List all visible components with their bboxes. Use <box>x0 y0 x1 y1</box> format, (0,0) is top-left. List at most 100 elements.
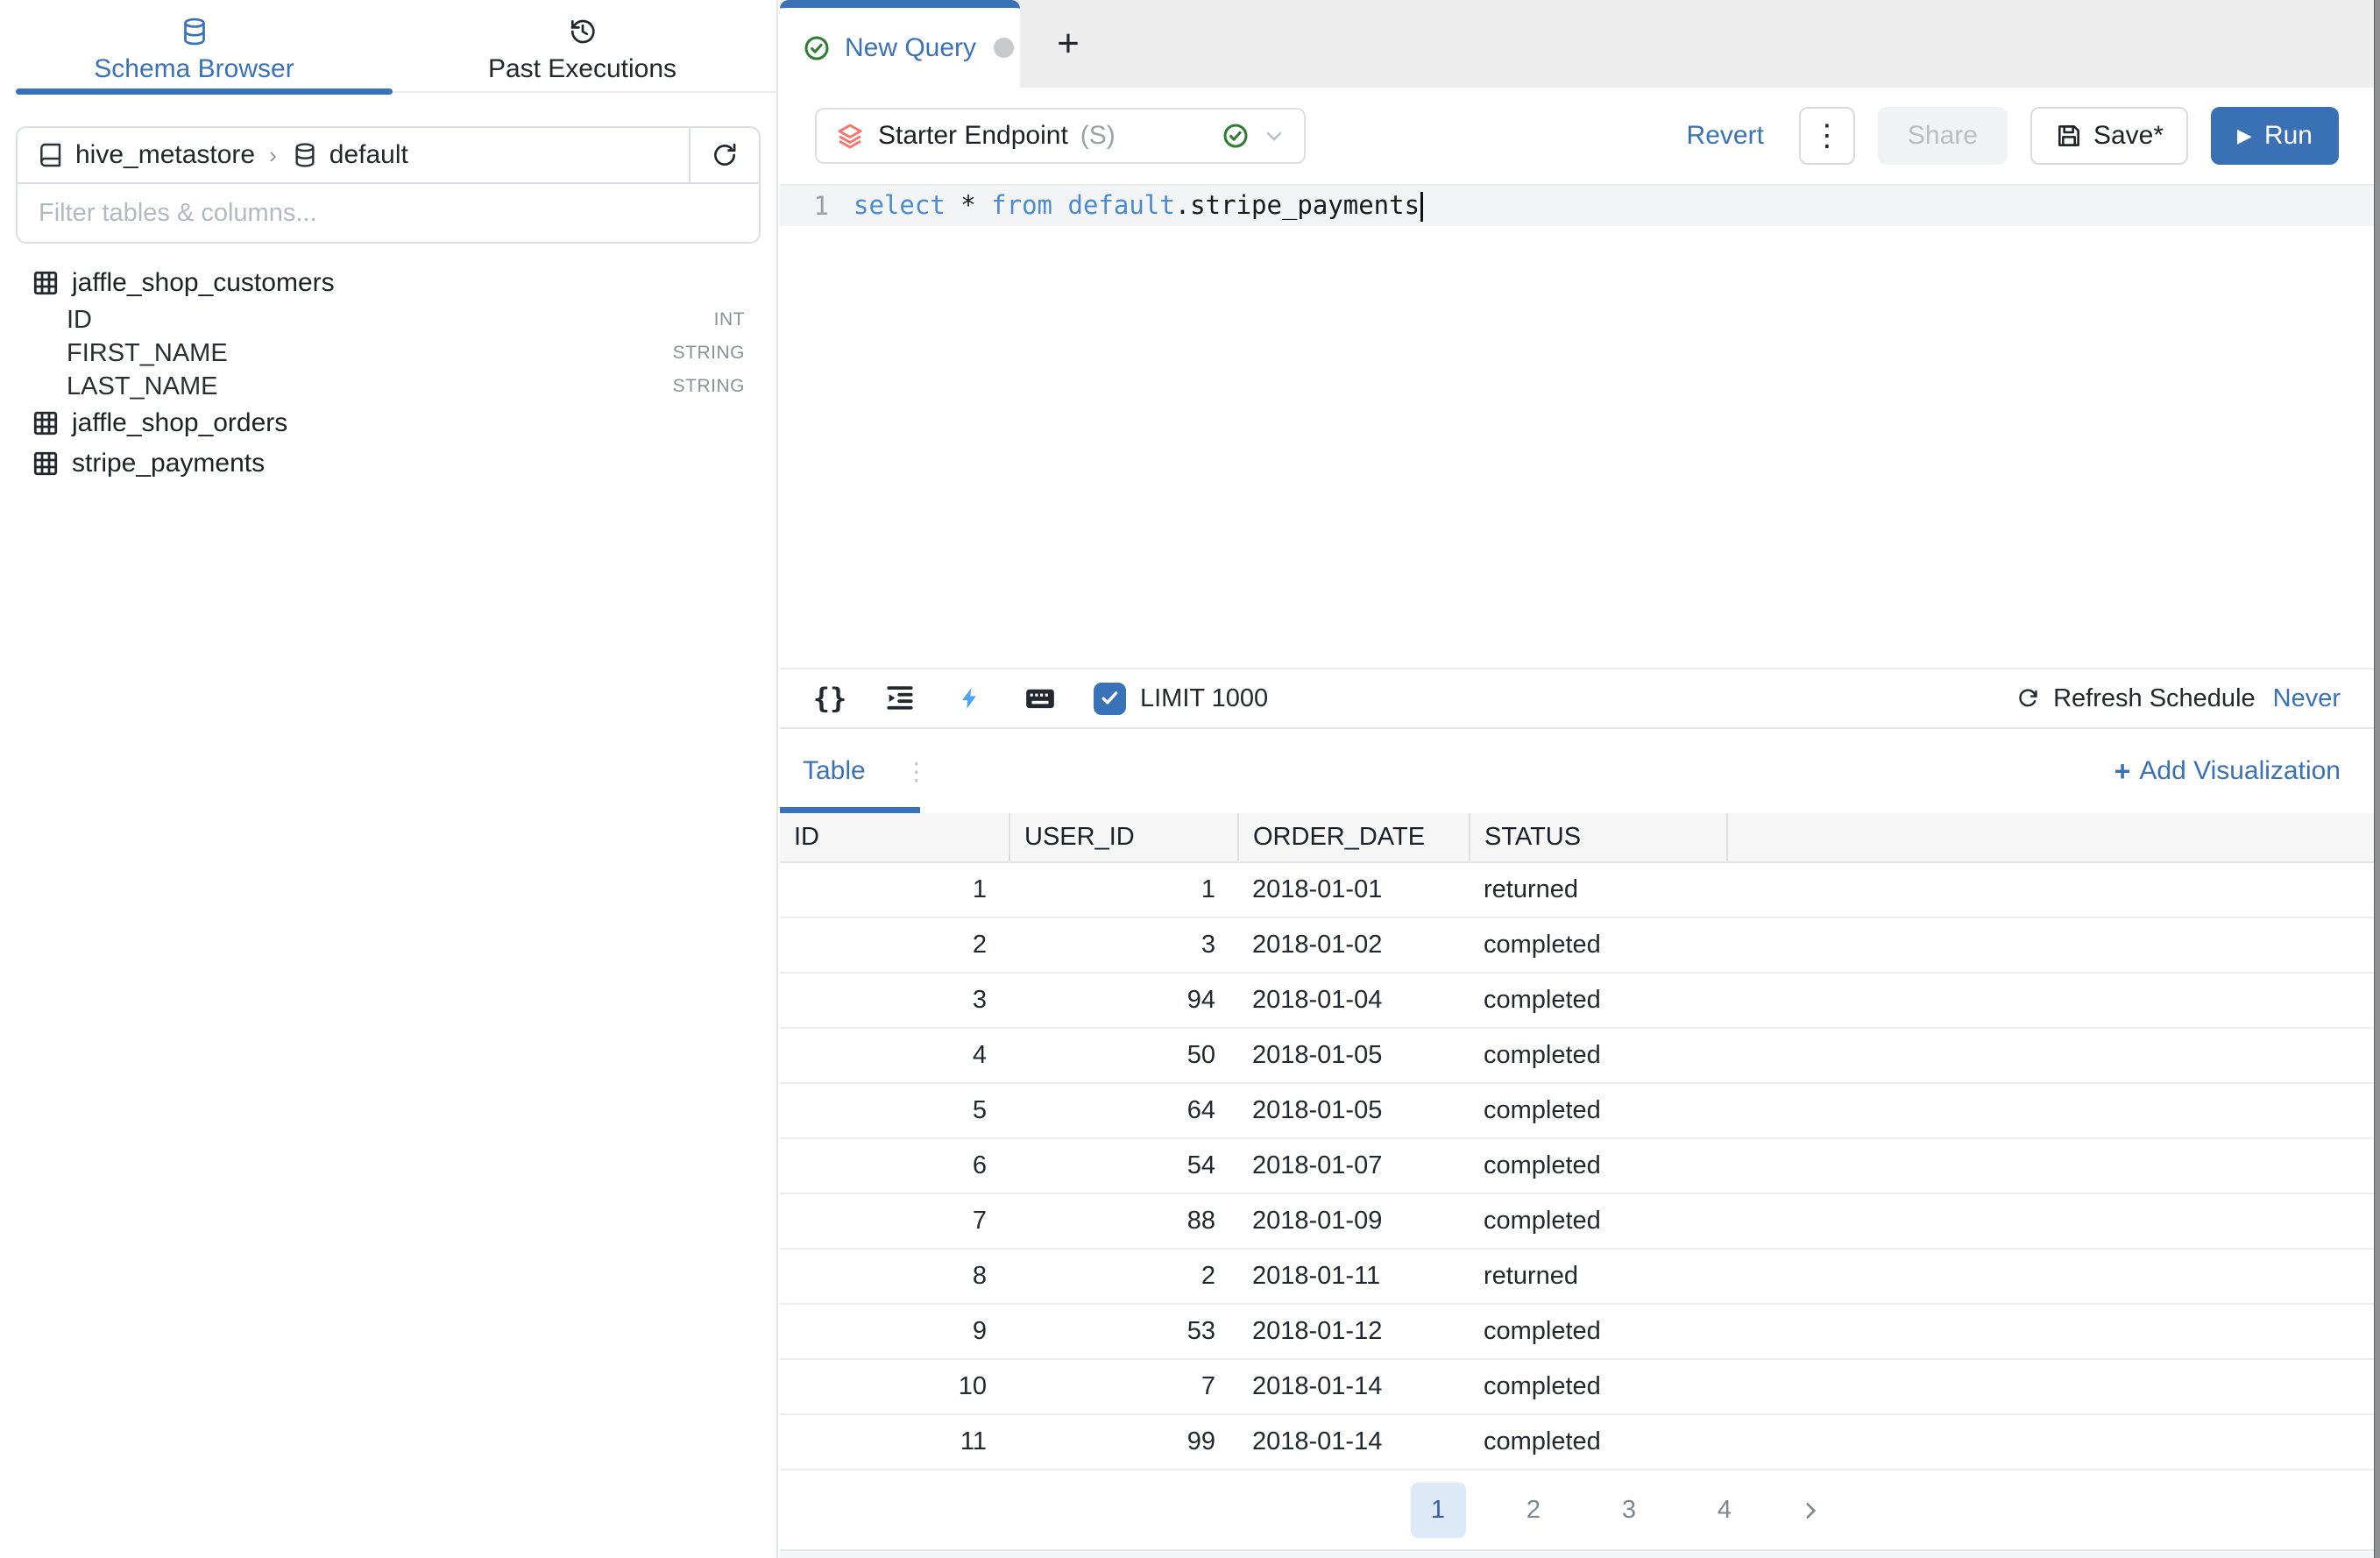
table-cell: 2018-01-01 <box>1238 862 1470 918</box>
table-row: 8 2 2018-01-11 returned <box>780 1249 2374 1305</box>
add-query-tab-button[interactable]: + <box>1057 22 1080 65</box>
table-row: 11 99 2018-01-14 completed <box>780 1414 2374 1470</box>
table-cell: 10 <box>780 1359 1009 1415</box>
table-cell: 2018-01-09 <box>1238 1193 1470 1250</box>
table-grid-icon <box>32 409 60 437</box>
refresh-schedule-label: Refresh Schedule <box>2053 683 2256 712</box>
share-button[interactable]: Share <box>1877 107 2008 165</box>
indent-icon[interactable] <box>883 682 917 715</box>
breadcrumb[interactable]: hive_metastore › default <box>18 128 689 182</box>
revert-button[interactable]: Revert <box>1686 121 1764 150</box>
editor-tools: {} <box>813 682 1268 715</box>
table-cell: 8 <box>780 1249 1009 1305</box>
breadcrumb-row: hive_metastore › default <box>18 128 759 184</box>
table-cell: 7 <box>1009 1359 1238 1415</box>
table-cell <box>1727 973 2374 1029</box>
chevron-down-icon <box>1262 124 1286 148</box>
results-table: ID USER_ID ORDER_DATE STATUS 1 1 2018-01-01 re… <box>780 813 2374 1470</box>
table-grid-icon <box>32 269 60 297</box>
table-cell: 2018-01-05 <box>1238 1083 1470 1139</box>
tab-past-executions[interactable]: Past Executions <box>388 0 776 95</box>
column-header[interactable]: STATUS <box>1470 813 1728 863</box>
schema-table-item[interactable]: jaffle_shop_orders <box>0 403 776 443</box>
schema-column-name: ID <box>67 305 92 334</box>
column-header[interactable]: USER_ID <box>1009 813 1239 863</box>
page-button-2[interactable]: 2 <box>1526 1496 1541 1524</box>
table-cell: 64 <box>1009 1083 1238 1139</box>
refresh-schedule-control: Refresh Schedule Never <box>2015 684 2341 713</box>
code-line-content: select * from default.stripe_payments <box>854 190 1424 222</box>
play-icon: ▶ <box>2237 124 2252 146</box>
page-button-3[interactable]: 3 <box>1621 1496 1637 1524</box>
keyboard-shortcuts-icon[interactable] <box>1024 682 1057 715</box>
page-button-4[interactable]: 4 <box>1717 1496 1732 1524</box>
save-floppy-icon <box>2055 122 2083 150</box>
breadcrumb-schema[interactable]: default <box>329 140 408 169</box>
add-visualization-button[interactable]: + Add Visualization <box>2114 755 2341 788</box>
query-toolbar: Starter Endpoint (S) Revert <box>780 88 2374 186</box>
schema-column-item[interactable]: ID INT <box>0 303 776 336</box>
table-row: 10 7 2018-01-14 completed <box>780 1359 2374 1415</box>
table-cell: completed <box>1470 1304 1727 1360</box>
refresh-schedule-value[interactable]: Never <box>2272 683 2341 712</box>
endpoint-layers-icon <box>834 120 866 152</box>
tab-table-visualization[interactable]: Table <box>803 756 866 785</box>
schema-icon <box>291 141 319 169</box>
table-row: 5 64 2018-01-05 completed <box>780 1083 2374 1139</box>
schema-table-name: jaffle_shop_orders <box>72 408 288 437</box>
column-header[interactable]: ID <box>780 813 1010 863</box>
save-button[interactable]: Save* <box>2029 107 2189 165</box>
table-cell: 2018-01-04 <box>1238 973 1470 1029</box>
vertical-scrollbar[interactable] <box>2374 0 2380 1558</box>
schema-column-name: FIRST_NAME <box>67 338 228 367</box>
more-options-button[interactable]: ⋮ <box>1798 107 1855 165</box>
sql-token: default <box>1067 190 1175 220</box>
browser-controls: hive_metastore › default <box>16 126 761 244</box>
page-button-1[interactable]: 1 <box>1410 1483 1466 1538</box>
sql-editor[interactable]: 1 select * from default.stripe_payments <box>780 186 2374 668</box>
lightning-icon[interactable] <box>953 682 987 715</box>
endpoint-selector[interactable]: Starter Endpoint (S) <box>815 108 1306 164</box>
table-cell: 53 <box>1009 1304 1238 1360</box>
table-cell <box>1727 1359 2374 1415</box>
run-button[interactable]: ▶ Run <box>2211 107 2339 165</box>
format-braces-icon[interactable]: {} <box>812 682 847 715</box>
run-button-label: Run <box>2263 121 2313 150</box>
sql-token <box>976 190 991 220</box>
tab-past-executions-label: Past Executions <box>487 54 677 83</box>
filter-tables-input[interactable] <box>18 184 759 242</box>
tab-schema-browser[interactable]: Schema Browser <box>0 0 388 95</box>
sql-token: . <box>1174 190 1191 220</box>
sql-token: from <box>991 190 1053 220</box>
unsaved-indicator-dot <box>994 38 1015 58</box>
column-header[interactable]: ORDER_DATE <box>1238 813 1470 863</box>
table-cell: completed <box>1470 917 1727 974</box>
table-row: 9 53 2018-01-12 completed <box>780 1304 2374 1360</box>
table-cell: 2018-01-12 <box>1238 1304 1470 1360</box>
table-cell: returned <box>1470 862 1727 918</box>
breadcrumb-catalog[interactable]: hive_metastore <box>75 140 256 169</box>
text-cursor <box>1420 192 1424 222</box>
tab-new-query[interactable]: New Query <box>780 0 1020 88</box>
refresh-schema-button[interactable] <box>689 128 759 182</box>
table-cell <box>1727 1028 2374 1084</box>
limit-1000-control[interactable]: LIMIT 1000 <box>1094 682 1268 715</box>
viz-kebab-icon[interactable]: ⋮ <box>903 757 929 785</box>
schema-table-item[interactable]: jaffle_shop_customers <box>0 263 776 303</box>
schema-table-item[interactable]: stripe_payments <box>0 443 776 484</box>
schema-table-name: jaffle_shop_customers <box>72 268 335 297</box>
next-page-button[interactable] <box>1793 1483 1828 1538</box>
table-cell: 88 <box>1009 1193 1238 1250</box>
table-grid-icon <box>32 450 60 478</box>
code-line[interactable]: 1 select * from default.stripe_payments <box>780 186 2374 226</box>
schema-column-item[interactable]: FIRST_NAME STRING <box>0 336 776 370</box>
query-tab-label: New Query <box>845 32 977 62</box>
table-row: 1 1 2018-01-01 returned <box>780 862 2374 918</box>
database-icon <box>179 16 210 47</box>
column-header[interactable] <box>1727 813 2374 863</box>
schema-column-item[interactable]: LAST_NAME STRING <box>0 370 776 403</box>
table-cell: 54 <box>1009 1138 1238 1194</box>
limit-checkbox[interactable] <box>1094 682 1126 715</box>
table-cell: completed <box>1470 973 1727 1029</box>
